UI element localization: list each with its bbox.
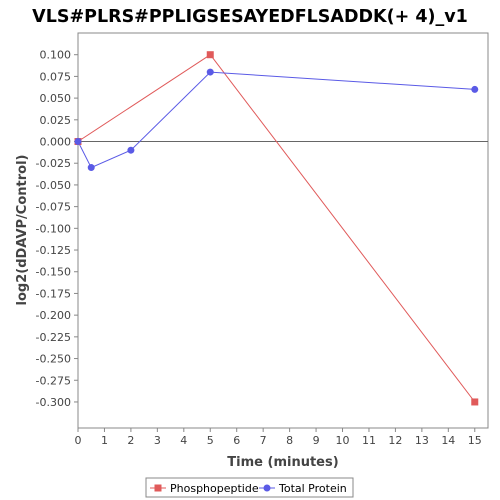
x-tick-label: 9 [313, 434, 320, 447]
legend-marker-total-protein [263, 484, 271, 492]
y-tick-label: 0.100 [40, 49, 72, 62]
x-tick-label: 13 [415, 434, 429, 447]
y-tick-label: -0.025 [36, 157, 71, 170]
y-tick-label: 0.075 [40, 70, 72, 83]
total-protein-point [127, 146, 135, 154]
plot-area [77, 32, 489, 429]
y-tick-label: -0.250 [36, 353, 71, 366]
y-tick-label: -0.200 [36, 309, 71, 322]
y-axis-ticks: 0.100 0.075 0.050 0.025 0.000 -0.025 -0.050 -0.… [36, 49, 78, 409]
x-axis-ticks: 0 1 2 3 4 5 6 7 8 9 10 11 12 13 14 15 [75, 428, 482, 447]
x-tick-label: 2 [127, 434, 134, 447]
y-tick-label: -0.125 [36, 244, 71, 257]
x-axis-label: Time (minutes) [227, 455, 338, 470]
y-tick-label: -0.150 [36, 266, 71, 279]
phosphopeptide-point [206, 51, 214, 59]
x-tick-label: 4 [180, 434, 187, 447]
x-tick-label: 8 [286, 434, 293, 447]
x-tick-label: 14 [441, 434, 455, 447]
x-tick-label: 5 [207, 434, 214, 447]
phosphopeptide-point [471, 398, 479, 406]
y-tick-label: 0.025 [40, 114, 72, 127]
x-tick-label: 12 [388, 434, 402, 447]
y-axis-label: log2(dDAVP/Control) [15, 155, 30, 306]
x-tick-label: 11 [362, 434, 376, 447]
y-tick-label: -0.275 [36, 374, 71, 387]
total-protein-point [87, 164, 95, 172]
legend-box [145, 477, 354, 498]
y-tick-label: -0.225 [36, 331, 71, 344]
total-protein-point [471, 85, 479, 93]
x-tick-label: 3 [154, 434, 161, 447]
x-tick-label: 6 [233, 434, 240, 447]
series-layer [74, 51, 488, 406]
x-tick-label: 15 [468, 434, 482, 447]
y-tick-label: -0.300 [36, 396, 71, 409]
y-tick-label: 0.050 [40, 92, 72, 105]
y-tick-label: -0.100 [36, 222, 71, 235]
y-tick-label: -0.075 [36, 201, 71, 214]
y-tick-label: -0.050 [36, 179, 71, 192]
legend-marker-phosphopeptide [154, 484, 162, 492]
x-tick-label: 1 [101, 434, 108, 447]
chart-title: VLS#PLRS#PPLIGSESAYEDFLSADDK(+ 4)_v1 [32, 7, 468, 27]
legend-label-phosphopeptide: Phosphopeptide [170, 482, 259, 495]
x-tick-label: 0 [75, 434, 82, 447]
legend-label-total-protein: Total Protein [278, 482, 347, 495]
y-tick-label: -0.175 [36, 287, 71, 300]
total-protein-point [74, 138, 82, 146]
total-protein-point [206, 68, 214, 76]
x-tick-label: 7 [260, 434, 267, 447]
x-tick-label: 10 [336, 434, 350, 447]
y-tick-label: 0.000 [40, 136, 72, 149]
legend: Phosphopeptide Total Protein [145, 477, 354, 498]
